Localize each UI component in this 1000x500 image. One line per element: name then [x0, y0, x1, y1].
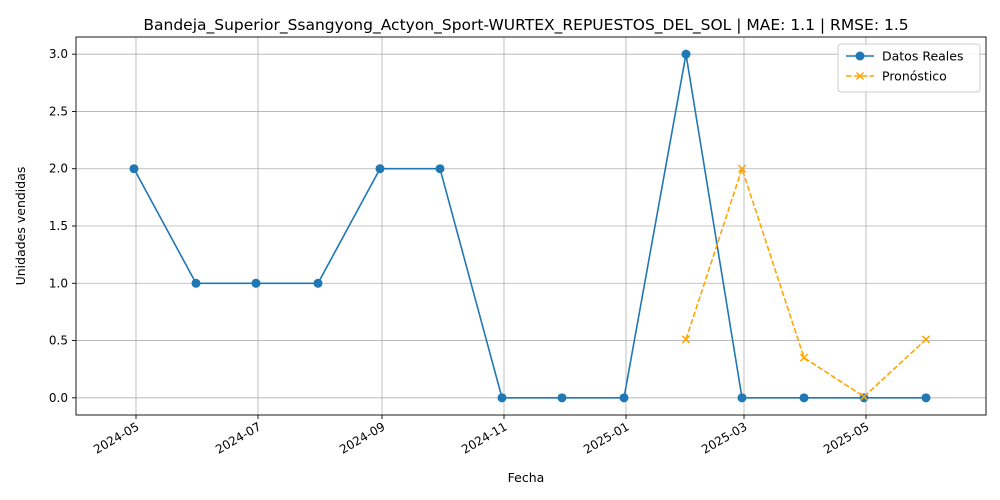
data-point-real [497, 393, 507, 403]
data-point-real [435, 164, 445, 174]
series-line-real [133, 53, 926, 399]
x-tick-label: 2024-09 [337, 419, 387, 456]
y-tick-label: 1.5 [49, 219, 68, 233]
y-tick-label: 3.0 [49, 47, 68, 61]
chart-title: Bandeja_Superior_Ssangyong_Actyon_Sport-… [143, 16, 908, 35]
data-point-forecast [681, 335, 691, 344]
data-point-real [129, 164, 139, 174]
legend-label-real: Datos Reales [882, 49, 963, 64]
y-axis-label: Unidades vendidas [13, 167, 28, 286]
data-point-real [251, 278, 261, 288]
x-axis: 2024-05 2024-07 2024-09 2024-11 2025-01 2025-… [91, 415, 872, 457]
data-point-forecast [737, 164, 747, 173]
x-tick-label: 2025-05 [821, 419, 871, 456]
data-point-forecast [859, 392, 869, 401]
y-axis: 0.0 0.5 1.0 1.5 2.0 2.5 3.0 [49, 47, 76, 405]
data-point-real [799, 393, 809, 403]
y-tick-label: 0.0 [49, 391, 68, 405]
y-tick-label: 2.0 [49, 162, 68, 176]
y-tick-label: 1.0 [49, 276, 68, 290]
y-tick-label: 2.5 [49, 104, 68, 118]
grid [76, 37, 986, 415]
data-point-real [557, 393, 567, 403]
data-point-real [313, 278, 323, 288]
x-tick-label: 2024-11 [459, 419, 509, 456]
data-point-forecast [921, 335, 931, 344]
y-tick-label: 0.5 [49, 334, 68, 348]
series-layer [129, 49, 931, 403]
data-point-real [191, 278, 201, 288]
data-point-real [921, 393, 931, 403]
data-point-forecast [799, 353, 809, 362]
series-line-forecast [685, 167, 927, 398]
data-point-real [619, 393, 629, 403]
data-point-real [737, 393, 747, 403]
data-point-real [375, 164, 385, 174]
x-tick-label: 2024-05 [91, 419, 141, 456]
data-point-real [681, 49, 691, 59]
x-tick-label: 2025-01 [581, 419, 631, 456]
x-axis-label: Fecha [508, 470, 545, 485]
x-tick-label: 2025-03 [699, 419, 749, 456]
legend: Datos Reales Pronóstico [837, 43, 981, 93]
x-tick-label: 2024-07 [213, 419, 263, 456]
legend-marker-forecast [855, 71, 865, 81]
legend-marker-real [855, 51, 865, 61]
legend-label-forecast: Pronóstico [882, 69, 947, 84]
